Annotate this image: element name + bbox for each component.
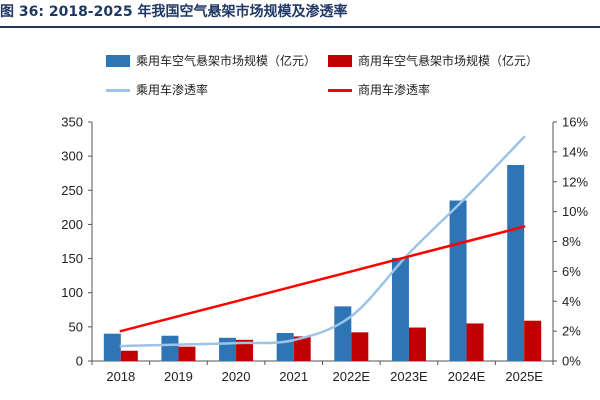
y-left-tick-label: 100	[61, 285, 83, 300]
x-tick-label: 2025E	[505, 369, 543, 384]
bar-commercial	[351, 332, 369, 361]
y-left-tick-label: 300	[61, 149, 83, 164]
bar-passenger	[449, 200, 467, 361]
y-right-tick-label: 16%	[562, 115, 588, 130]
bar-commercial	[178, 346, 196, 361]
y-left-tick-label: 50	[69, 319, 83, 334]
y-left-tick-label: 150	[61, 251, 83, 266]
bar-commercial	[236, 339, 254, 361]
x-tick-label: 2024E	[448, 369, 486, 384]
bar-passenger	[103, 333, 121, 361]
figure-title: 图 36: 2018-2025 年我国空气悬架市场规模及渗透率	[0, 0, 600, 24]
legend-label-passenger-line: 乘用车渗透率	[136, 83, 209, 97]
bar-passenger	[334, 306, 352, 361]
legend-label-passenger-bar: 乘用车空气悬架市场规模（亿元）	[136, 54, 317, 68]
x-tick-label: 2022E	[333, 369, 371, 384]
bar-passenger	[276, 333, 294, 361]
bar-commercial	[120, 350, 138, 361]
bar-commercial	[408, 327, 426, 361]
x-tick-label: 2018	[106, 369, 135, 384]
legend-swatch-passenger-bar	[106, 55, 130, 67]
y-right-tick-label: 4%	[562, 294, 581, 309]
legend-label-commercial-line: 商用车渗透率	[358, 83, 431, 97]
x-tick-label: 2019	[164, 369, 193, 384]
legend-swatch-passenger-line	[106, 89, 130, 92]
bar-passenger	[507, 165, 525, 361]
y-right-tick-label: 10%	[562, 204, 588, 219]
legend-label-commercial-bar: 商用车空气悬架市场规模（亿元）	[358, 54, 539, 68]
line-commercial-penetration	[119, 225, 526, 333]
x-tick-label: 2023E	[390, 369, 428, 384]
bar-passenger	[219, 337, 237, 361]
y-left-tick-label: 250	[61, 183, 83, 198]
y-left-tick-label: 0	[76, 354, 83, 369]
title-divider	[0, 26, 600, 28]
bar-passenger	[161, 335, 179, 361]
y-right-tick-label: 0%	[562, 354, 581, 369]
figure-label: 图 36:	[0, 4, 44, 20]
y-left-tick-label: 200	[61, 217, 83, 232]
bar-commercial	[524, 320, 542, 361]
y-left-tick-label: 350	[61, 115, 83, 130]
bar-passenger	[391, 257, 409, 361]
y-right-tick-label: 12%	[562, 174, 588, 189]
line-passenger-penetration	[119, 135, 526, 348]
legend-swatch-commercial-bar	[328, 55, 352, 67]
bar-commercial	[466, 323, 484, 361]
legend-swatch-commercial-line	[328, 89, 352, 92]
y-right-tick-label: 2%	[562, 324, 581, 339]
y-right-tick-label: 6%	[562, 264, 581, 279]
x-tick-label: 2021	[279, 369, 308, 384]
chart-title: 2018-2025 年我国空气悬架市场规模及渗透率	[48, 4, 348, 20]
x-tick-label: 2020	[222, 369, 251, 384]
y-right-tick-label: 8%	[562, 234, 581, 249]
bar-commercial	[293, 336, 311, 361]
y-right-tick-label: 14%	[562, 144, 588, 159]
